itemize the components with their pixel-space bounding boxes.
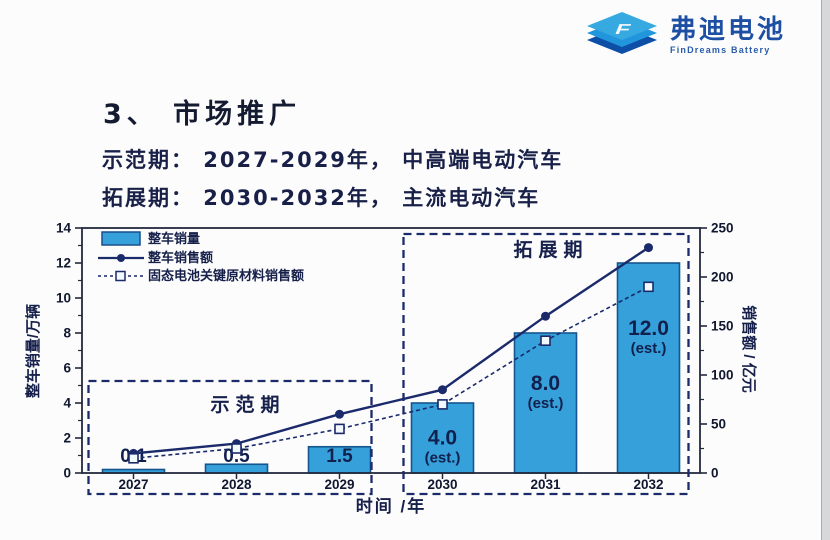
- left-tick-6: 6: [63, 361, 71, 376]
- left-tick-14: 14: [56, 221, 72, 236]
- right-axis-title: 销售额 / 亿元: [740, 305, 758, 393]
- intro-text: 示范期： 2027-2029年， 中高端电动汽车 拓展期： 2030-2032年…: [102, 146, 563, 222]
- bar-2029: [307, 445, 372, 474]
- circle-marker-2032: [644, 243, 653, 253]
- left-tick-10: 10: [56, 291, 71, 306]
- left-tick-2: 2: [63, 431, 71, 446]
- demo-period-box-label: 示范期: [210, 393, 285, 416]
- intro-line-expansion-period: 拓展期： 2030-2032年， 主流电动汽车: [102, 186, 541, 210]
- x-tick-2030: 2030: [427, 477, 457, 492]
- sales-forecast-chart: 0.10.51.54.0(est.)8.0(est.)12.0(est.)024…: [22, 218, 762, 520]
- legend-bar-swatch: [101, 231, 141, 246]
- x-tick-2029: 2029: [324, 477, 354, 492]
- bar-sublabel-2030: (est.): [425, 449, 461, 466]
- left-tick-12: 12: [56, 256, 71, 271]
- bar-label-2031: 8.0: [531, 372, 560, 395]
- right-tick-150: 150: [711, 319, 734, 334]
- bar-label-2032: 12.0: [628, 317, 669, 340]
- circle-marker-2030: [438, 385, 447, 395]
- vehicle-revenue-line: [129, 243, 653, 458]
- logo: F 弗迪电池 FinDreams Battery: [583, 8, 786, 62]
- bar-sublabel-2032: (est.): [631, 340, 667, 357]
- square-marker-2031: [540, 335, 551, 346]
- chart-canvas: 0.10.51.54.0(est.)8.0(est.)12.0(est.)024…: [24, 221, 758, 517]
- bar-label-2030: 4.0: [428, 426, 457, 449]
- legend-label-materials-revenue: 固态电池关键原材料销售额: [148, 268, 304, 283]
- logo-icon: F: [587, 12, 657, 54]
- left-tick-0: 0: [63, 466, 71, 481]
- x-axis-title: 时间 /年: [356, 496, 426, 516]
- x-tick-2027: 2027: [118, 477, 148, 492]
- square-marker-2027: [128, 453, 139, 464]
- demo-period-box: 示范期: [87, 379, 373, 496]
- page-title: 3、 市场推广: [103, 99, 302, 130]
- square-marker-2029: [334, 423, 345, 435]
- left-axis-title: 整车销量/万辆: [24, 304, 42, 398]
- circle-marker-2031: [541, 311, 550, 321]
- logo-subtitle: FinDreams Battery: [670, 44, 771, 55]
- x-tick-2031: 2031: [530, 477, 561, 492]
- intro-line-demo-period: 示范期： 2027-2029年， 中高端电动汽车: [102, 148, 564, 172]
- materials-revenue-line: [128, 281, 654, 464]
- legend-label-vehicle-sales: 整车销量: [147, 231, 200, 246]
- x-tick-2032: 2032: [633, 477, 663, 492]
- left-tick-4: 4: [63, 396, 71, 411]
- screen-edge-strip: [821, 0, 830, 540]
- axes: 0 2 4 6 8 10 12 14 0 50 100 150 200 250 2027 2028 2029 20…: [24, 221, 758, 517]
- right-tick-0: 0: [711, 466, 719, 481]
- right-tick-50: 50: [711, 417, 726, 432]
- right-tick-100: 100: [711, 368, 734, 383]
- x-tick-2028: 2028: [221, 477, 252, 492]
- legend-label-vehicle-revenue: 整车销售额: [147, 250, 213, 265]
- square-marker-2032: [643, 281, 654, 293]
- logo-title: 弗迪电池: [670, 14, 787, 45]
- expansion-period-box-label: 拓展期: [513, 238, 588, 261]
- circle-marker-2029: [335, 409, 344, 419]
- bar-label-2028: 0.5: [223, 446, 250, 467]
- legend-circle-marker: [117, 254, 125, 262]
- bar-2032: [616, 262, 681, 474]
- bar-series-group: [101, 262, 681, 474]
- legend-square-marker: [115, 270, 126, 282]
- bar-value-labels: 0.10.51.54.0(est.)8.0(est.)12.0(est.): [120, 317, 669, 467]
- right-tick-250: 250: [711, 221, 734, 236]
- expansion-period-box: 拓展期: [402, 232, 690, 496]
- svg-text:F: F: [613, 22, 634, 38]
- square-marker-2030: [437, 399, 448, 410]
- bar-sublabel-2031: (est.): [528, 395, 564, 412]
- square-marker-2028: [231, 443, 242, 454]
- bar-label-2029: 1.5: [326, 446, 353, 467]
- left-tick-8: 8: [63, 326, 71, 341]
- right-tick-200: 200: [711, 270, 734, 285]
